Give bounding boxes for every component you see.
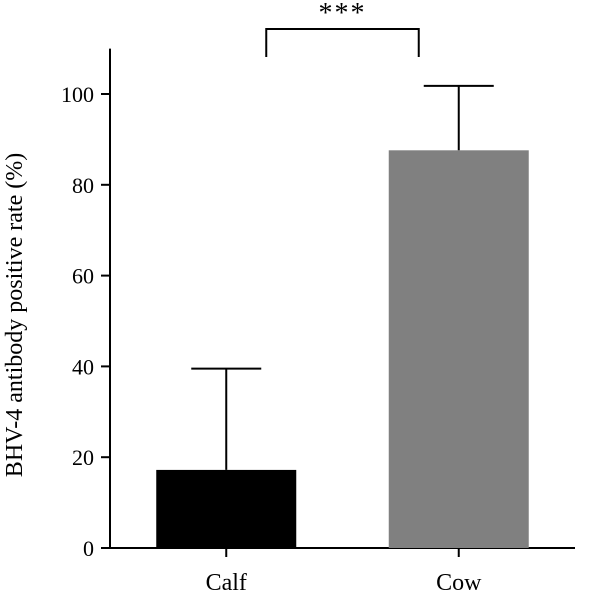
y-axis-title: BHV-4 antibody positive rate (%): [2, 153, 28, 477]
bar-calf: [156, 469, 297, 548]
significance-label: ***: [319, 0, 367, 29]
y-tick-label: 60: [72, 264, 94, 289]
y-axis: 0 20 40 60 80 100: [61, 48, 111, 561]
x-tick-label: Cow: [436, 570, 482, 594]
x-axis: Calf Cow: [110, 547, 575, 594]
y-tick-label: 20: [72, 445, 94, 470]
error-bars: [191, 84, 494, 470]
bar-cow: [388, 150, 529, 548]
significance-bracket: ***: [265, 0, 420, 57]
significance-bracket-line: [265, 28, 420, 57]
bars: [156, 150, 529, 548]
y-tick-label: 100: [61, 82, 94, 107]
y-tick-label: 0: [83, 536, 94, 561]
y-tick-label: 40: [72, 354, 94, 379]
y-tick-label: 80: [72, 173, 94, 198]
x-tick-label: Calf: [206, 570, 247, 594]
